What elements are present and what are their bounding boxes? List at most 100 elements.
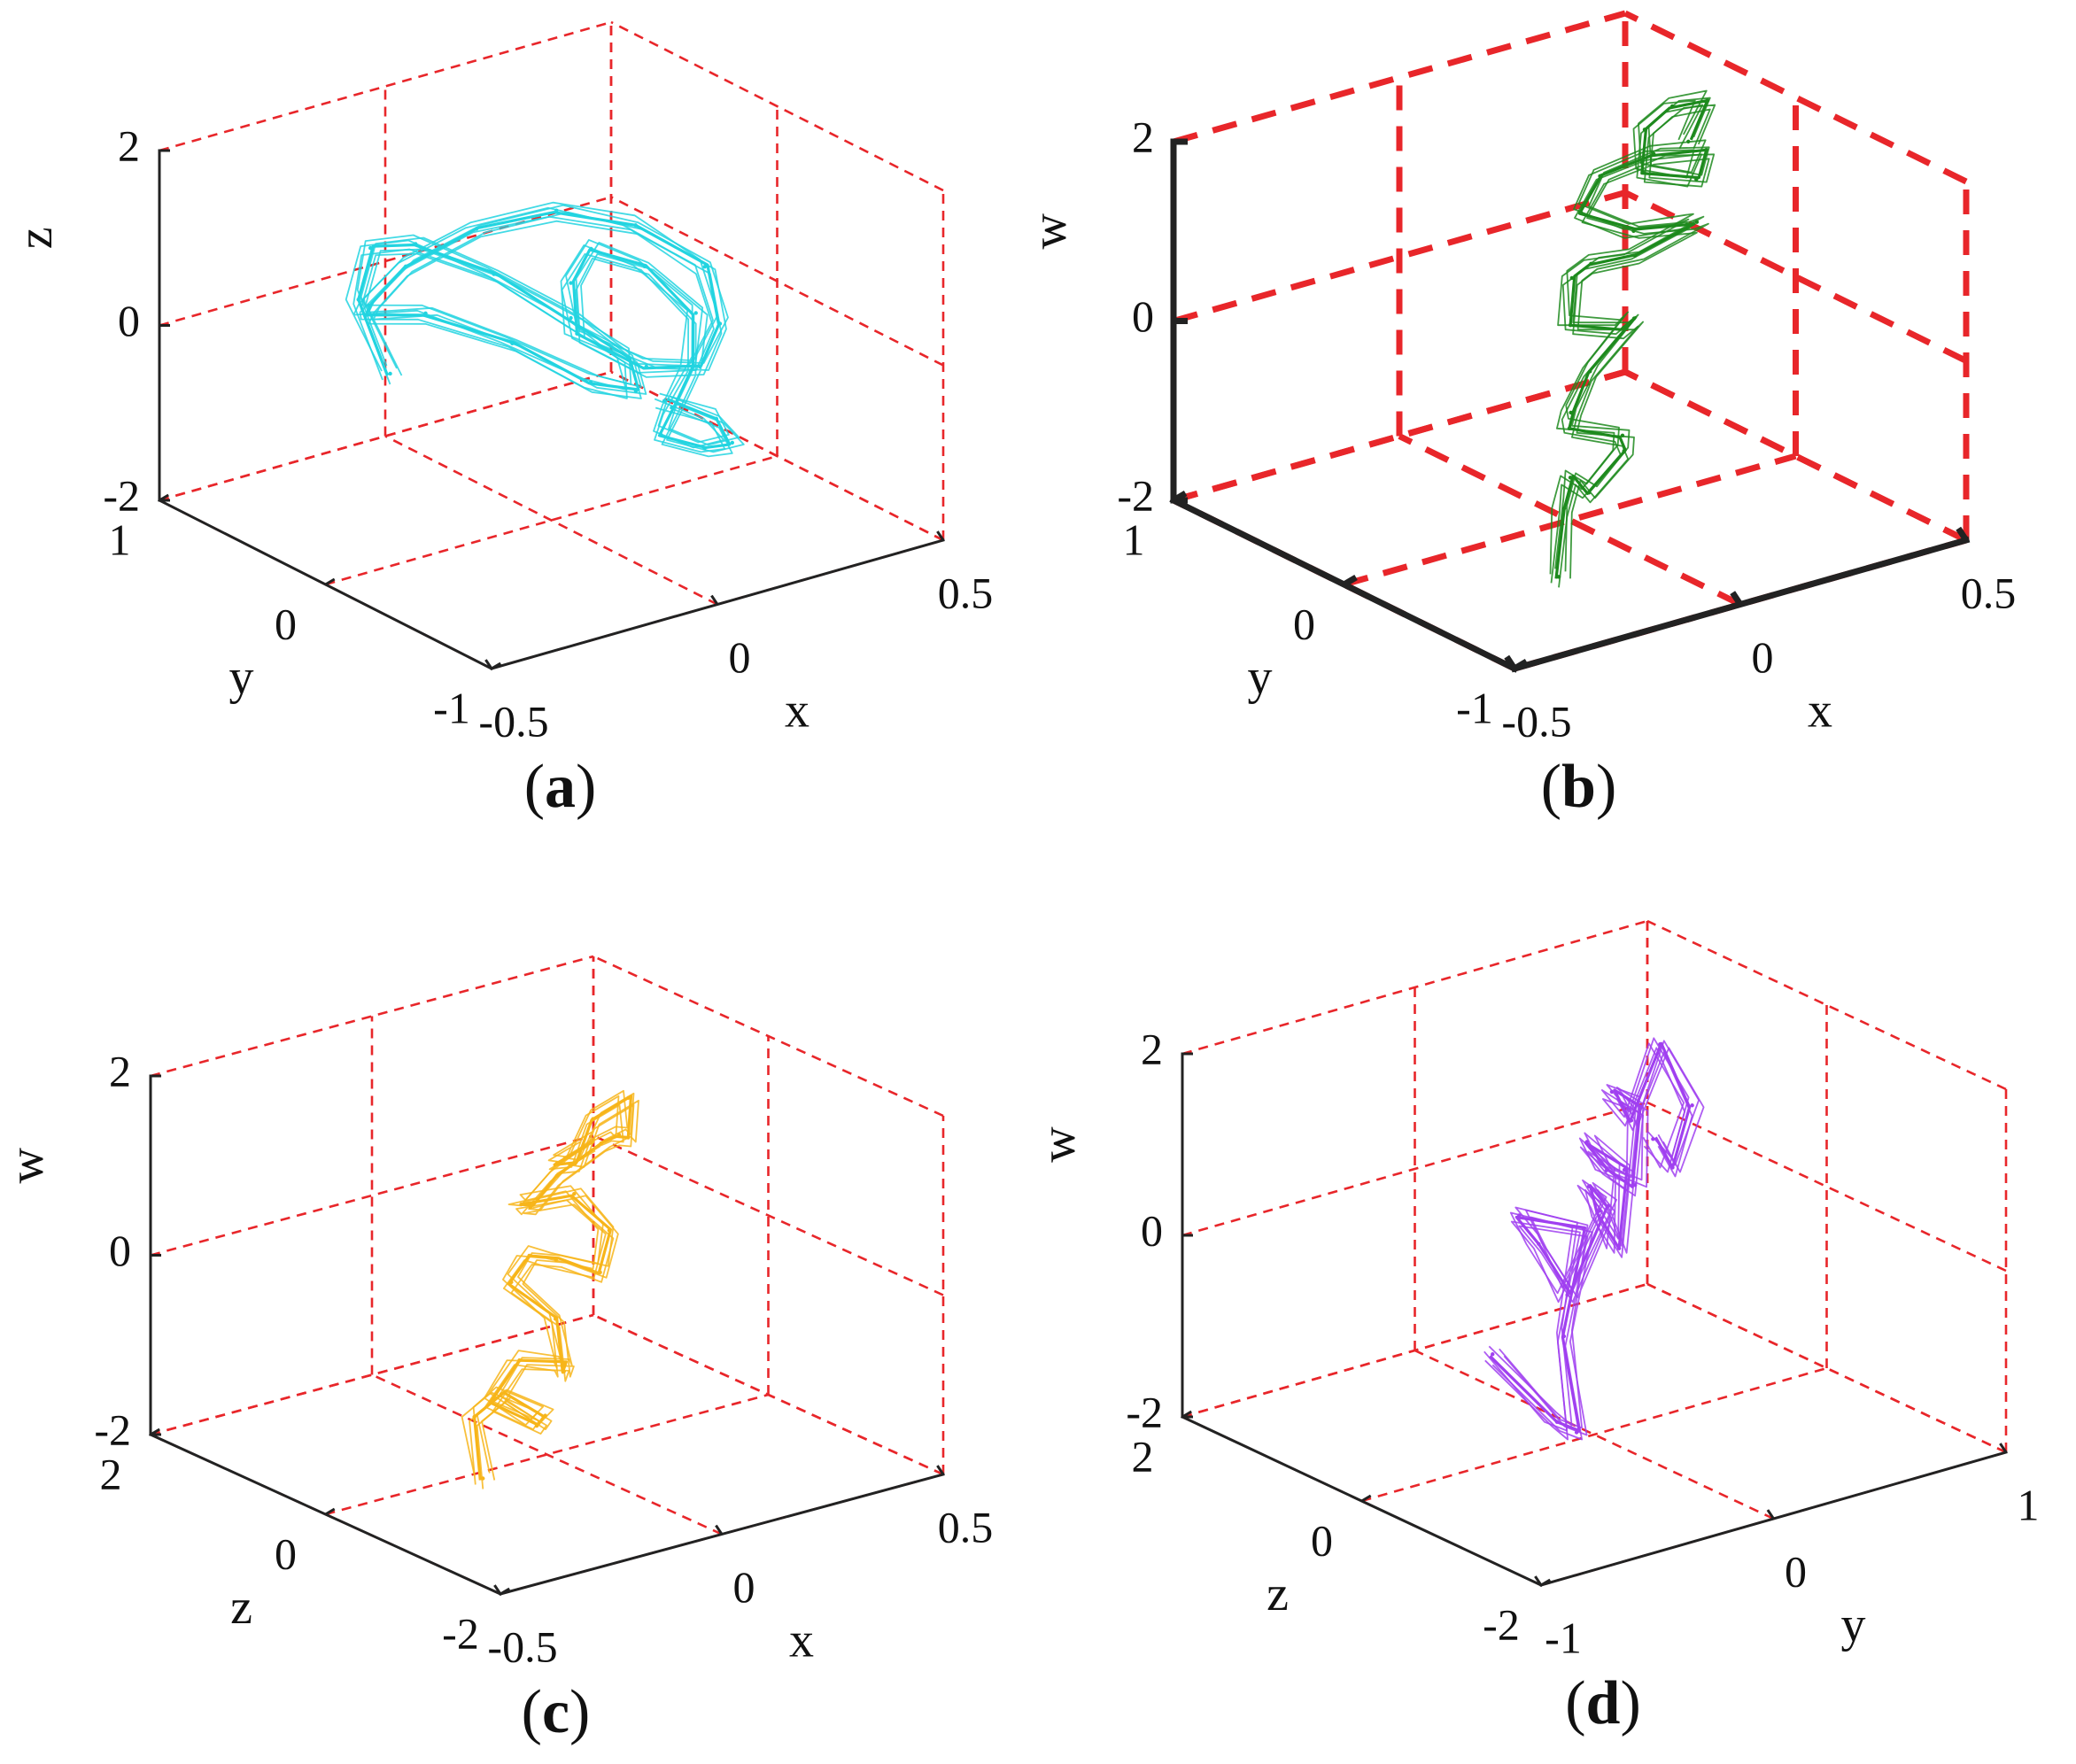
trajectory-line xyxy=(365,211,745,453)
trajectory-point xyxy=(1491,1352,1495,1357)
grid-back-wall-line xyxy=(1173,368,1626,504)
trajectory-point xyxy=(1588,369,1592,374)
trajectory-point xyxy=(627,356,632,360)
trajectory-line xyxy=(476,1103,635,1489)
y-axis-tick-label: 0 xyxy=(1311,1515,1333,1565)
trajectory-point xyxy=(1581,1226,1586,1231)
x-axis-tick-label: -0.5 xyxy=(1501,696,1571,746)
grid-side-wall-line xyxy=(593,955,944,1118)
trajectory-point xyxy=(1597,1209,1602,1213)
grid-back-wall-line xyxy=(159,370,612,502)
trajectory-point xyxy=(554,1257,558,1263)
grid-back-wall-line xyxy=(159,196,612,327)
trajectory-point xyxy=(1651,1137,1655,1141)
trajectory-point xyxy=(368,245,373,251)
x-axis-tick-label: 0 xyxy=(1752,632,1774,682)
trajectory-point xyxy=(1578,210,1584,215)
trajectory-point xyxy=(644,364,648,369)
trajectory-point xyxy=(1567,426,1572,430)
trajectory-point xyxy=(1565,1293,1569,1297)
trajectory-line xyxy=(345,206,725,449)
trajectory-point xyxy=(1694,177,1699,182)
x-axis-tick-label: 0.5 xyxy=(938,1502,994,1551)
trajectory-series xyxy=(461,1089,639,1489)
trajectory-point xyxy=(1609,1089,1615,1095)
y-axis-tick-label: 0 xyxy=(1293,599,1315,648)
z-axis-tick-label: 0 xyxy=(118,296,140,345)
trajectory-point xyxy=(1633,253,1638,258)
trajectory-line xyxy=(1558,108,1711,588)
trajectory-point xyxy=(1574,1430,1579,1435)
trajectory-point xyxy=(517,1358,522,1363)
trajectory-point xyxy=(1586,491,1592,495)
y-axis-tick xyxy=(324,1507,336,1516)
x-axis-tick-label: 0.5 xyxy=(938,568,994,617)
trajectory-point xyxy=(693,311,698,315)
x-axis-tick xyxy=(710,594,719,606)
trajectory-point xyxy=(642,264,647,268)
axes xyxy=(1181,1052,2008,1587)
panel-caption: (d) xyxy=(1565,1669,1641,1737)
trajectory-line xyxy=(461,1095,620,1476)
grid-floor-line xyxy=(384,435,718,606)
grid-floor-line xyxy=(371,1373,723,1536)
trajectory-point xyxy=(367,303,371,307)
trajectory-point xyxy=(589,246,593,251)
trajectory-point xyxy=(1658,1042,1662,1047)
x-axis-tick xyxy=(1730,591,1743,607)
grid-back-wall-line xyxy=(150,955,594,1078)
trajectory-point xyxy=(1670,1165,1675,1170)
trajectory-point xyxy=(1568,323,1573,328)
trajectory-point xyxy=(414,242,418,246)
y-axis-label: y xyxy=(229,650,254,705)
y-axis-tick-label: 1 xyxy=(109,514,131,564)
x-axis-tick xyxy=(1504,654,1517,670)
trajectory-point xyxy=(573,1161,577,1165)
trajectory-point xyxy=(633,223,638,228)
panel-caption-letter: b xyxy=(1561,753,1596,821)
trajectory-point xyxy=(626,1095,631,1100)
trajectory-line xyxy=(1503,1047,1705,1436)
z-axis-label: z xyxy=(8,227,63,249)
trajectory-point xyxy=(607,1228,612,1233)
z-axis-tick-label: 0 xyxy=(1141,1205,1163,1255)
trajectory-point xyxy=(510,341,515,345)
trajectory-point xyxy=(1642,128,1647,132)
trajectory-point xyxy=(1569,275,1575,281)
trajectory-point xyxy=(1569,410,1573,415)
trajectory-line xyxy=(481,1099,639,1481)
trajectory-point xyxy=(1704,148,1708,152)
trajectory-point xyxy=(730,440,734,445)
grid-side-wall-line xyxy=(1623,190,1968,364)
trajectory-point xyxy=(1651,151,1656,157)
trajectory-point xyxy=(572,1192,577,1196)
trajectory-point xyxy=(1686,139,1691,144)
trajectory-point xyxy=(492,272,496,276)
axes xyxy=(149,1074,945,1596)
trajectory-point xyxy=(702,265,708,269)
grid-back-wall-line xyxy=(1181,1101,1648,1237)
x-axis-tick-label: 0.5 xyxy=(1961,568,2017,617)
z-axis-tick-label: 0 xyxy=(109,1226,131,1275)
x-axis-tick xyxy=(1956,526,1969,542)
trajectory-series xyxy=(1549,89,1716,588)
trajectory-line xyxy=(473,1095,633,1481)
x-axis-label: x xyxy=(1808,683,1832,738)
panel-caption: (a) xyxy=(524,753,597,821)
grid-back-wall-line xyxy=(150,1134,594,1257)
trajectory-point xyxy=(717,321,723,326)
trajectory-point xyxy=(543,1413,547,1418)
y-axis-tick-label: 0 xyxy=(275,1528,297,1578)
trajectory-point xyxy=(569,315,573,321)
x-axis-label: x xyxy=(785,683,809,738)
trajectory-point xyxy=(1562,506,1567,511)
trajectory-point xyxy=(1669,104,1675,109)
trajectory-point xyxy=(1584,1140,1589,1144)
trajectory-line xyxy=(472,1089,629,1471)
z-axis-tick-label: -2 xyxy=(1117,470,1154,520)
z-axis-tick-label: 2 xyxy=(1132,112,1154,161)
trajectory-point xyxy=(1632,1183,1638,1188)
trajectory-line xyxy=(1549,99,1696,575)
trajectory-point xyxy=(658,432,663,437)
